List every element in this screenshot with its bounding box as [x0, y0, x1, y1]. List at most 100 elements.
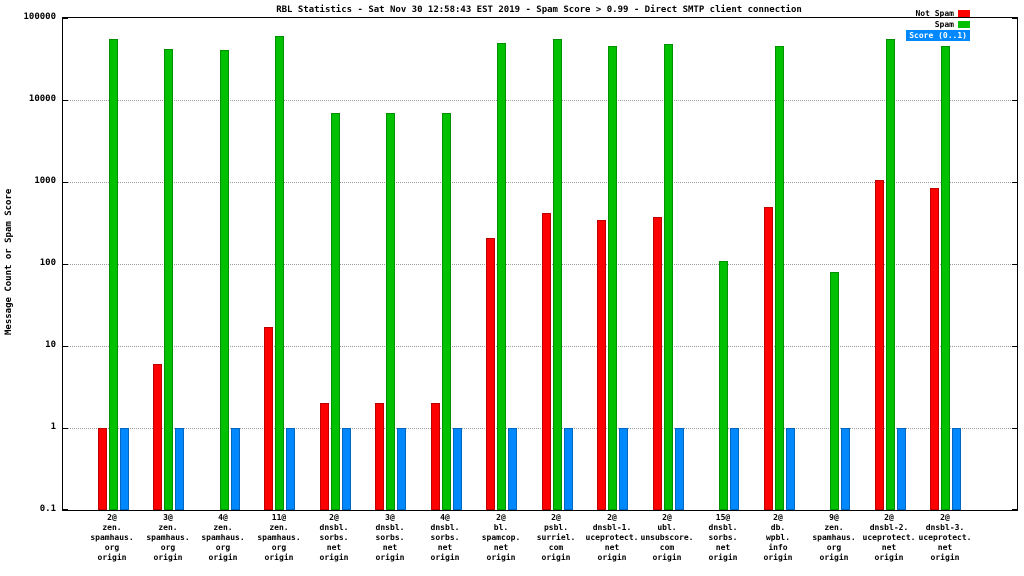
legend-row: Score (0..1): [906, 29, 970, 41]
y-tick-mark: [63, 428, 68, 429]
x-category-label: 3@ dnsbl. sorbs. net origin: [355, 513, 425, 563]
x-category-label-line: zen.: [824, 523, 844, 532]
x-category-label-line: net: [937, 543, 953, 552]
x-category-label: 9@ zen. spamhaus. org origin: [799, 513, 869, 563]
x-category-label-line: org: [160, 543, 176, 552]
bar-spam: [830, 272, 839, 510]
bar-score-0-1: [453, 428, 462, 510]
x-category-label-line: db.: [770, 523, 786, 532]
bar-score-0-1: [897, 428, 906, 510]
x-category-label-line: 2@: [107, 513, 117, 522]
x-category-label-line: org: [104, 543, 120, 552]
x-category-label-line: com: [548, 543, 564, 552]
x-category-label-line: zen.: [102, 523, 122, 532]
x-category-label-line: dnsbl.: [319, 523, 349, 532]
legend-row: Spam: [906, 19, 970, 29]
bar-score-0-1: [786, 428, 795, 510]
gridline: [63, 100, 1017, 101]
x-category-label-line: uceprotect.: [585, 533, 639, 542]
x-category-label: 11@ zen. spamhaus. org origin: [244, 513, 314, 563]
x-category-label-line: dnsbl-2.: [869, 523, 909, 532]
x-category-label: 2@ zen. spamhaus. org origin: [77, 513, 147, 563]
x-category-label-line: origin: [375, 553, 405, 562]
y-tick-label: 100: [39, 258, 56, 268]
x-category-label-line: psbl.: [543, 523, 569, 532]
bar-spam: [275, 36, 284, 510]
bar-not-spam: [597, 220, 606, 510]
x-category-label-line: origin: [874, 553, 904, 562]
x-category-label-line: 2@: [496, 513, 506, 522]
gridline: [63, 264, 1017, 265]
bar-spam: [719, 261, 728, 510]
chart-legend: Not Spam Spam Score (0..1): [906, 8, 970, 41]
x-category-label-line: unsubscore.: [640, 533, 694, 542]
bar-score-0-1: [231, 428, 240, 510]
bar-score-0-1: [619, 428, 628, 510]
x-category-label-line: dnsbl-1.: [592, 523, 632, 532]
x-category-label-line: origin: [208, 553, 238, 562]
y-tick-label: 100000: [23, 12, 56, 22]
bar-not-spam: [486, 238, 495, 510]
bar-spam: [608, 46, 617, 510]
x-category-label-line: origin: [486, 553, 516, 562]
gridline: [63, 182, 1017, 183]
x-category-label-line: zen.: [213, 523, 233, 532]
gridline: [63, 346, 1017, 347]
x-category-label-line: sorbs.: [430, 533, 460, 542]
bar-score-0-1: [397, 428, 406, 510]
bar-score-0-1: [730, 428, 739, 510]
x-category-label-line: dnsbl.: [708, 523, 738, 532]
x-category-label-line: spamhaus.: [201, 533, 245, 542]
bar-not-spam: [764, 207, 773, 510]
x-category-label: 2@ dnsbl. sorbs. net origin: [299, 513, 369, 563]
bar-score-0-1: [675, 428, 684, 510]
x-category-label-line: net: [437, 543, 453, 552]
x-category-label-line: spamhaus.: [257, 533, 301, 542]
legend-row: Not Spam: [906, 8, 970, 18]
x-category-label-line: net: [715, 543, 731, 552]
x-category-label-line: dnsbl-3.: [925, 523, 965, 532]
y-tick-mark: [63, 509, 68, 510]
bar-not-spam: [875, 180, 884, 510]
legend-swatch: [958, 9, 970, 17]
x-category-label-line: 15@: [715, 513, 731, 522]
y-tick-label: 10: [45, 340, 56, 350]
y-tick-mark: [63, 18, 68, 19]
x-category-label-line: net: [604, 543, 620, 552]
x-category-label-line: net: [326, 543, 342, 552]
x-category-label-line: 3@: [163, 513, 173, 522]
y-tick-mark: [63, 264, 68, 265]
bar-score-0-1: [342, 428, 351, 510]
bar-spam: [664, 44, 673, 510]
y-tick-mark: [63, 182, 68, 183]
y-tick-label: 10000: [28, 94, 56, 104]
x-category-label-line: origin: [763, 553, 793, 562]
bar-not-spam: [320, 403, 329, 510]
x-category-label: 2@ dnsbl-1. uceprotect. net origin: [577, 513, 647, 563]
y-tick-mark: [1012, 18, 1017, 19]
y-tick-label: 1: [50, 422, 56, 432]
x-category-label-line: net: [881, 543, 897, 552]
x-category-label-line: dnsbl.: [430, 523, 460, 532]
bar-spam: [442, 113, 451, 510]
y-tick-mark: [1012, 182, 1017, 183]
y-tick-mark: [63, 100, 68, 101]
x-category-label: 2@ psbl. surriel. com origin: [521, 513, 591, 563]
legend-label: Spam: [934, 19, 954, 29]
legend-swatch: [958, 20, 970, 28]
x-category-label-line: wpbl.: [765, 533, 791, 542]
x-category-label-line: origin: [264, 553, 294, 562]
x-category-label: 2@ dnsbl-2. uceprotect. net origin: [854, 513, 924, 563]
bar-not-spam: [431, 403, 440, 510]
bar-not-spam: [542, 213, 551, 510]
chart-title: RBL Statistics - Sat Nov 30 12:58:43 EST…: [276, 5, 802, 15]
x-category-label: 2@ db. wpbl. info origin: [743, 513, 813, 563]
x-category-label-line: spamhaus.: [146, 533, 190, 542]
x-category-label-line: origin: [153, 553, 183, 562]
y-tick-mark: [1012, 428, 1017, 429]
y-tick-mark: [63, 346, 68, 347]
x-category-label-line: 2@: [940, 513, 950, 522]
x-category-label-line: net: [493, 543, 509, 552]
x-category-label: 2@ dnsbl-3. uceprotect. net origin: [910, 513, 980, 563]
plot-area: [62, 17, 1018, 511]
